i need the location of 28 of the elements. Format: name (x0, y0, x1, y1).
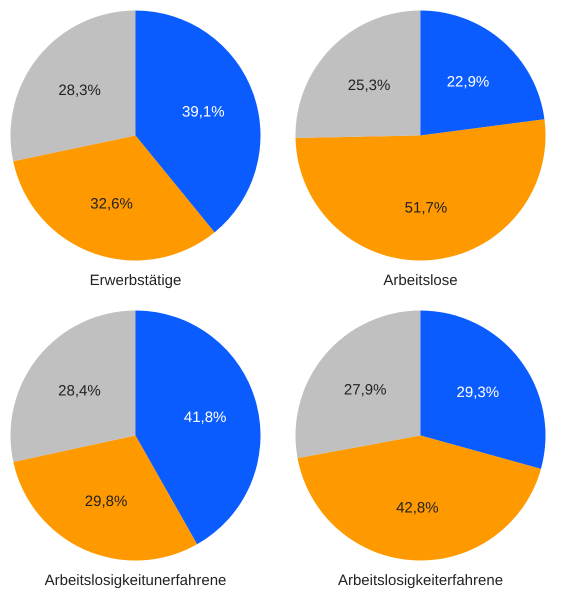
data-label: 41,8% (184, 409, 226, 426)
text: Arbeitslosigkeitunerfahrene (44, 572, 226, 589)
text: Erwerbstätige (90, 272, 182, 289)
data-label: 25,3% (348, 77, 390, 94)
data-label: 32,6% (90, 195, 133, 212)
pie-slice (296, 10, 420, 138)
data-label: 39,1% (182, 103, 225, 120)
data-label: 51,7% (404, 199, 448, 216)
pie-slice (296, 310, 420, 458)
pie-slice (296, 119, 546, 260)
data-label: 27,9% (344, 381, 386, 398)
data-label: 22,9% (446, 73, 490, 90)
pie-slice (13, 136, 215, 260)
pie-slice (10, 310, 136, 462)
pie-slice (420, 310, 546, 469)
data-label: 29,8% (84, 493, 128, 510)
data-label: 29,3% (456, 384, 500, 401)
pie-slice (13, 436, 198, 560)
data-label: 42,8% (396, 499, 439, 516)
data-label: 28,4% (58, 382, 101, 400)
pie-slice (298, 436, 541, 560)
pie-slice (136, 10, 260, 232)
data-label: 28,3% (58, 82, 101, 100)
pie-slice (136, 310, 260, 544)
pie-slice (10, 10, 136, 162)
text: Arbeitslosigkeiterfahrene (338, 572, 504, 589)
text: Arbeitslose (383, 272, 458, 289)
pie-slice (420, 10, 544, 136)
